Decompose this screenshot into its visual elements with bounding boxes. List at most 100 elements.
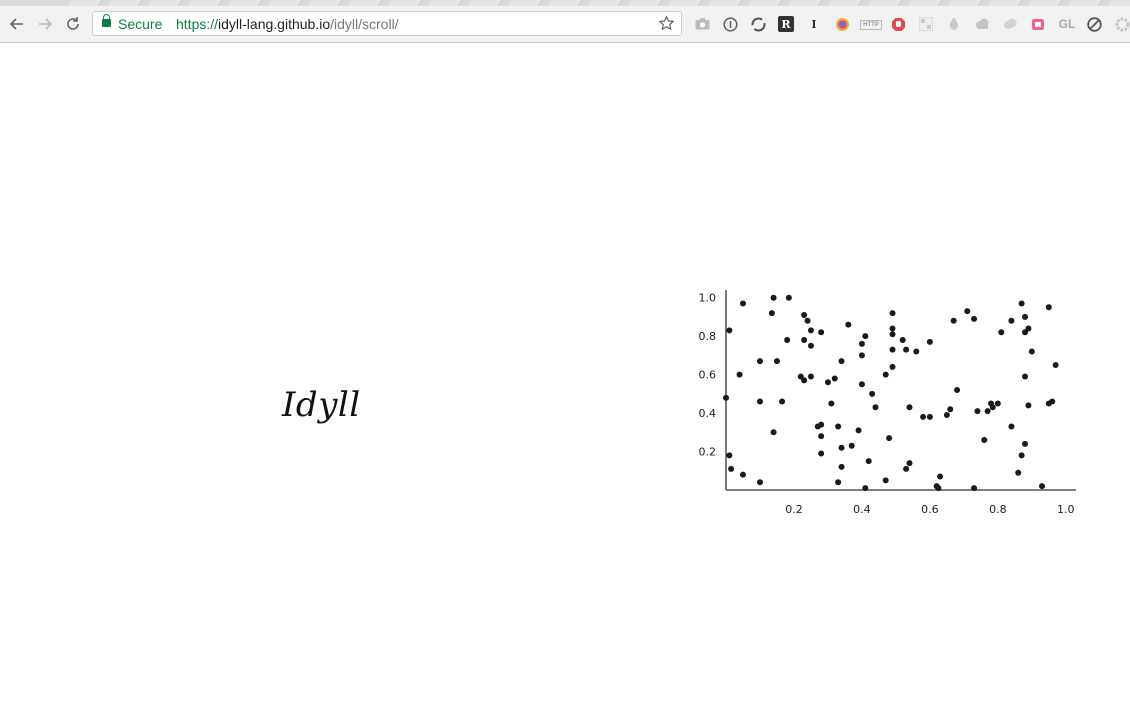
scatter-point: [872, 404, 879, 411]
scatter-point: [1025, 402, 1032, 409]
scatter-point: [989, 404, 996, 411]
scatter-point: [801, 312, 808, 318]
scatter-point: [1018, 452, 1025, 459]
scatter-point: [779, 398, 786, 405]
scatter-point: [807, 373, 814, 380]
sync-icon[interactable]: [750, 16, 766, 32]
url-scheme: https://: [176, 16, 219, 32]
scatter-point: [835, 479, 842, 486]
scatter-point: [971, 315, 978, 322]
scatter-point: [1015, 469, 1022, 476]
scatter-point: [784, 337, 791, 343]
scatter-point: [801, 337, 808, 343]
scatter-point: [906, 404, 913, 411]
pink-square-icon[interactable]: [1030, 16, 1046, 32]
scatter-point: [882, 371, 889, 378]
y-tick-label: 0.4: [699, 407, 717, 420]
scatter-point: [838, 444, 845, 451]
scatter-point: [818, 329, 825, 336]
scatter-point: [1039, 483, 1046, 490]
scatter-point: [824, 379, 831, 386]
bug-icon[interactable]: [946, 16, 962, 32]
scatter-point: [1025, 325, 1032, 332]
scatter-point: [889, 331, 896, 338]
scatter-point: [998, 329, 1005, 336]
gl-icon[interactable]: GL: [1058, 17, 1076, 31]
grid-icon[interactable]: [918, 16, 934, 32]
x-tick-label: 0.2: [785, 503, 803, 516]
scatter-point: [726, 452, 733, 459]
url-host: idyll-lang.github.io: [218, 16, 331, 32]
scatter-point: [903, 346, 910, 353]
scatter-point: [858, 340, 865, 347]
scatter-point: [848, 442, 855, 449]
scatter-point: [818, 433, 825, 440]
http-icon[interactable]: HTTP: [860, 20, 882, 30]
no-symbol-icon[interactable]: [1086, 16, 1102, 32]
scatter-point: [862, 333, 869, 340]
scatter-point: [865, 458, 872, 465]
y-tick-label: 0.8: [699, 330, 717, 343]
scatter-point: [1049, 398, 1056, 405]
r-extension-icon[interactable]: R: [778, 16, 794, 32]
url-text[interactable]: https://idyll-lang.github.io/idyll/scrol…: [176, 16, 399, 32]
scatter-point: [838, 463, 845, 470]
scatter-point: [882, 477, 889, 484]
scatter-point: [994, 400, 1001, 407]
forward-button[interactable]: [34, 13, 56, 35]
scatter-point: [739, 300, 746, 307]
secure-label: Secure: [118, 16, 163, 32]
camera-icon[interactable]: [694, 16, 710, 32]
reload-icon: [67, 17, 79, 30]
scatter-point: [935, 485, 942, 492]
scatter-point: [937, 473, 944, 480]
scatter-point: [835, 423, 842, 430]
scatter-point: [889, 325, 896, 332]
color-wheel-icon[interactable]: [834, 16, 850, 32]
info-icon[interactable]: [722, 16, 738, 32]
address-bar[interactable]: Secure https://idyll-lang.github.io/idyl…: [92, 11, 682, 36]
scatter-point: [828, 400, 835, 407]
scatter-point: [831, 375, 838, 382]
lock-icon: [102, 14, 111, 27]
scatter-point: [768, 310, 775, 317]
cloud-icon[interactable]: [974, 16, 990, 32]
scatter-point: [889, 363, 896, 370]
scatter-point: [974, 408, 981, 415]
scatter-point: [1052, 362, 1059, 368]
scatter-point: [913, 348, 920, 355]
settings-icon[interactable]: [1114, 16, 1130, 32]
scatter-point: [785, 294, 792, 301]
scatter-point: [855, 427, 862, 434]
scatter-point: [818, 450, 825, 457]
scatter-point: [886, 435, 893, 442]
back-arrow-icon: [9, 18, 23, 30]
scatter-point: [903, 465, 910, 472]
scatter-point: [984, 408, 991, 415]
x-tick-label: 0.8: [989, 503, 1007, 516]
scatter-point: [770, 294, 777, 301]
scatter-point: [920, 413, 927, 420]
scatter-point: [971, 485, 978, 492]
bookmark-star-icon[interactable]: [658, 15, 675, 32]
scatter-point: [838, 358, 845, 365]
url-path: /idyll/scroll/: [330, 16, 399, 32]
scatter-point: [1008, 317, 1015, 324]
cloud-alt-icon[interactable]: [1002, 16, 1018, 32]
scatter-point: [756, 398, 763, 405]
back-button[interactable]: [6, 13, 28, 35]
scatter-point: [736, 371, 743, 378]
scatter-point: [773, 358, 780, 365]
forward-arrow-icon: [39, 18, 53, 30]
reload-button[interactable]: [62, 13, 84, 35]
scatter-chart: 0.2 0.4 0.6 0.8 1.0 0.2 0.4 0.6 0.8 1.0: [699, 290, 1076, 516]
y-tick-label: 0.2: [699, 446, 717, 459]
scatter-point: [756, 479, 763, 486]
x-tick-label: 1.0: [1057, 503, 1075, 516]
stop-hand-icon[interactable]: [890, 16, 906, 32]
i-extension-icon[interactable]: I: [811, 17, 817, 31]
scatter-point: [981, 437, 988, 443]
scatter-point: [797, 373, 804, 380]
scatter-point: [1022, 329, 1029, 336]
scatter-point: [899, 337, 906, 343]
